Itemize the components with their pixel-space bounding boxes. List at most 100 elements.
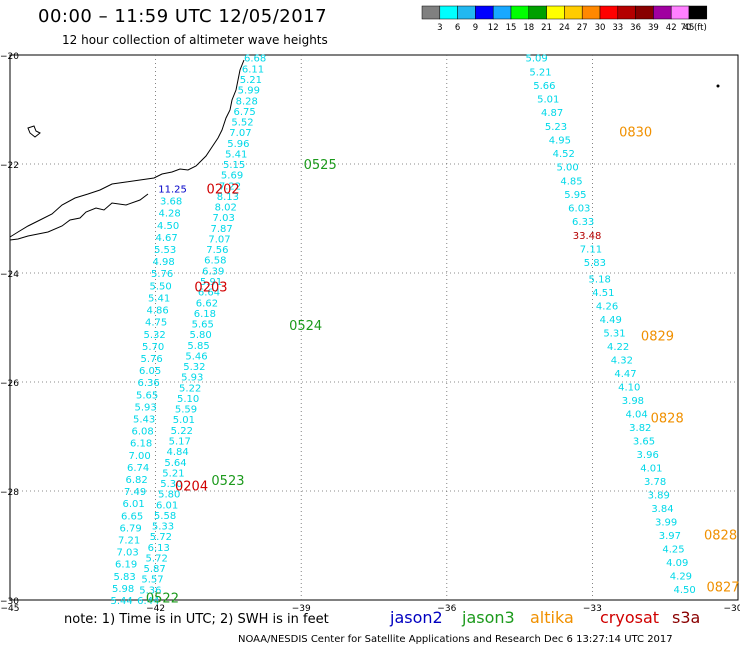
wave-height-value: 8.02 [215,203,237,214]
colorbar-label: 12 [488,23,499,33]
colorbar-label: 9 [473,23,478,33]
wave-height-value: 4.25 [662,545,684,556]
wave-height-value: 7.07 [229,128,251,139]
wave-height-value: 6.05 [139,366,161,377]
wave-height-value: 3.78 [644,477,666,488]
wave-height-value: 7.11 [580,244,602,255]
note-text: note: 1) Time is in UTC; 2) SWH is in fe… [64,612,329,627]
colorbar-swatch [617,5,636,20]
legend-cryosat: cryosat [600,608,660,627]
colorbar-swatch [492,5,512,20]
wave-height-value: 3.99 [655,518,677,529]
colorbar-label: 45 [684,23,695,33]
wave-height-value: 5.21 [529,67,551,78]
wave-height-value: 5.70 [142,342,164,353]
lat-tick-label: −24 [0,270,19,280]
wave-height-value: 5.57 [141,575,163,586]
island-dot [716,84,720,88]
legend-jason2: jason2 [390,608,443,627]
lat-tick-label: −30 [0,597,19,607]
wave-height-value: 6.01 [156,500,178,511]
colorbar-swatch [653,5,672,20]
colorbar-swatch [546,5,565,20]
footer-credit: NOAA/NESDIS Center for Satellite Applica… [238,634,673,645]
wave-height-value: 4.28 [158,209,180,220]
wave-height-value: 5.91 [200,277,222,288]
wave-height-value: 5.99 [238,86,260,97]
wave-height-value: 11.25 [158,185,187,196]
wave-height-value: 6.13 [148,543,170,554]
colorbar-swatch [528,5,547,20]
wave-height-value: 5.95 [564,190,586,201]
wave-height-value: 6.18 [130,439,152,450]
wave-height-value: 5.93 [134,402,156,413]
wave-height-value: 7.21 [118,535,140,546]
wave-height-value: 6.62 [196,298,218,309]
pass-time-label: 0830 [619,125,652,140]
colorbar-label: 39 [648,23,659,33]
pass-time-label: 0203 [194,281,227,296]
wave-height-value: 5.23 [545,122,567,133]
pass-time-label: 0202 [207,183,240,198]
wave-height-value: 5.32 [143,330,165,341]
wave-height-value: 4.67 [155,233,177,244]
wave-height-value: 6.11 [242,64,264,75]
wave-height-value: 5.83 [584,258,606,269]
lon-tick-label: −39 [292,604,311,614]
wave-height-value: 7.49 [124,487,146,498]
wave-height-value: 5.41 [225,149,247,160]
colorbar-label: 30 [595,23,606,33]
wave-height-value: 6.65 [121,511,143,522]
wave-height-value: 4.52 [553,149,575,160]
wave-height-value: 5.43 [133,414,155,425]
wave-height-value: 5.64 [164,458,186,469]
wave-height-value: 4.50 [157,221,179,232]
wave-height-value: 4.29 [670,572,692,583]
wave-height-value: 6.74 [127,463,149,474]
wave-height-value: 5.72 [150,532,172,543]
colorbar-swatch [564,5,583,20]
colorbar-swatch [475,5,494,20]
wave-height-value: 5.21 [240,75,262,86]
wave-height-value: 33.48 [573,231,602,242]
wave-height-value: 5.18 [589,274,611,285]
colorbar-label: 6 [455,23,460,33]
wave-height-value: 5.83 [113,572,135,583]
wave-height-value: 5.66 [533,81,555,92]
wave-height-value: 5.58 [154,511,176,522]
lat-tick-label: −22 [0,161,19,171]
wave-height-value: 6.82 [125,475,147,486]
wave-height-value: 6.44 [137,596,159,607]
wave-height-value: 4.87 [541,108,563,119]
wave-height-value: 6.39 [202,266,224,277]
map-frame [9,54,739,601]
wave-height-value: 5.59 [175,405,197,416]
wave-height-value: 5.41 [148,293,170,304]
colorbar-label: 27 [577,23,588,33]
wave-height-value: 7.22 [219,181,241,192]
wave-height-value: 5.01 [173,415,195,426]
wave-height-value: 4.47 [614,369,636,380]
wave-height-value: 6.01 [122,499,144,510]
wave-height-value: 7.03 [213,213,235,224]
colorbar-swatch [635,5,654,20]
wave-height-value: 5.01 [537,95,559,106]
wave-height-value: 4.50 [673,585,695,596]
colorbar-label: 42 [666,23,677,33]
wave-height-value: 6.33 [572,217,594,228]
wave-height-value: 6.19 [115,560,137,571]
wave-height-value: 6.68 [244,54,266,65]
wave-height-value: 4.01 [640,464,662,475]
wave-height-value: 5.53 [154,245,176,256]
coastline-inlet [9,193,149,241]
wave-height-value: 6.36 [137,378,159,389]
wave-height-value: 6.64 [198,288,220,299]
wave-height-value: 5.22 [171,426,193,437]
wave-height-value: 5.30 [160,479,182,490]
wave-height-value: 7.00 [128,451,150,462]
pass-time-label: 0829 [641,330,674,345]
wave-height-value: 3.68 [160,197,182,208]
wave-height-value: 5.31 [603,328,625,339]
wave-height-value: 3.96 [637,450,659,461]
